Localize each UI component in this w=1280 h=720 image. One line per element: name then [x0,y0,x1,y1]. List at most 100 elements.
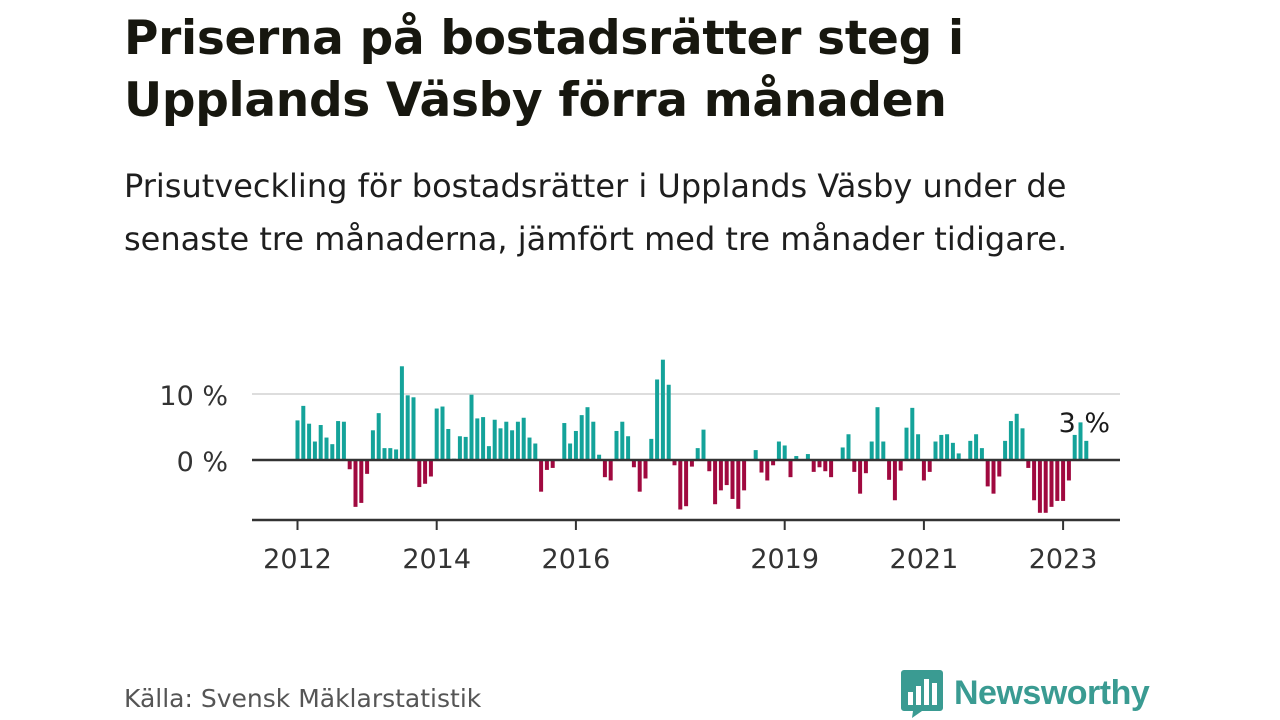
bar [336,421,341,460]
bar [504,421,509,460]
bar [597,454,602,460]
bar [568,443,573,460]
bar [307,423,312,460]
x-tick-label: 2023 [1029,544,1098,575]
bar [887,460,892,480]
bar [782,445,787,460]
bar [394,449,399,460]
bar [678,460,683,510]
bar [869,441,874,460]
bar [805,454,810,460]
bar [463,436,468,460]
newsworthy-logo[interactable]: Newsworthy [900,668,1150,718]
bar [579,415,584,460]
bar [689,460,694,467]
bar [347,460,352,470]
bar [643,460,648,479]
bar [486,446,491,460]
bar-chart: 0 % 10 % 2012 2014 2016 2019 2021 2023 3 % [159,359,1120,575]
chart-subtitle: Prisutveckling för bostadsrätter i Uppla… [124,167,1068,258]
bar [324,437,329,460]
bar [1049,460,1054,507]
bar [811,460,816,472]
bar [591,421,596,460]
bar [521,417,526,460]
bar [475,418,480,460]
x-tick-label: 2016 [542,544,611,575]
bar [794,456,799,460]
bar [655,379,660,460]
bar [910,407,915,460]
bar [823,460,828,472]
bar [1003,440,1008,460]
bar [370,430,375,460]
bar [637,460,642,492]
bar [881,441,886,460]
bar [365,460,370,474]
bar [1037,460,1042,513]
bar [1008,421,1013,460]
bar [950,442,955,460]
bar [318,425,323,460]
bar [295,420,300,460]
bar [846,434,851,460]
bar [863,460,868,474]
bar [666,384,671,460]
bar [446,428,451,460]
bar [510,430,515,460]
bar [626,436,631,460]
bar [498,428,503,460]
bar [933,441,938,460]
source-note: Källa: Svensk Mäklarstatistik [124,684,482,713]
bar [916,434,921,460]
bar [440,406,445,460]
bar [649,438,654,460]
bar [411,397,416,460]
y-tick-label: 0 % [177,447,228,478]
data-label: 3 % [1059,408,1110,439]
bar [858,460,863,494]
bar [405,395,410,460]
bar [904,427,909,460]
y-tick-label: 10 % [159,381,228,412]
bar [875,407,880,460]
bar [1020,428,1025,460]
bar [434,408,439,460]
bar [312,441,317,460]
bar [1078,422,1083,460]
bar [921,460,926,481]
bar [718,460,723,491]
bar [788,460,793,478]
bar [672,460,677,466]
bar [341,421,346,460]
bar [562,423,567,460]
bar [481,417,486,460]
bar [991,460,996,494]
bar [399,366,404,460]
bar [359,460,364,503]
bar [840,447,845,460]
bar [660,359,665,460]
bar [765,460,770,481]
bar [776,441,781,460]
bar [713,460,718,505]
bar [771,460,776,466]
bar [736,460,741,509]
bar [492,419,497,460]
chart-title: Priserna på bostadsrätter steg i Uppland… [124,11,964,128]
bar [974,434,979,460]
bar [817,460,822,468]
bar [417,460,422,488]
bar [527,437,532,460]
bar [898,460,903,471]
bar [544,460,549,470]
bar [742,460,747,491]
bar [985,460,990,487]
bar [585,407,590,460]
bar [1055,460,1060,501]
bar [724,460,729,486]
bar [353,460,358,507]
x-tick-label: 2021 [890,544,959,575]
bar [539,460,544,492]
bar [1014,413,1019,460]
